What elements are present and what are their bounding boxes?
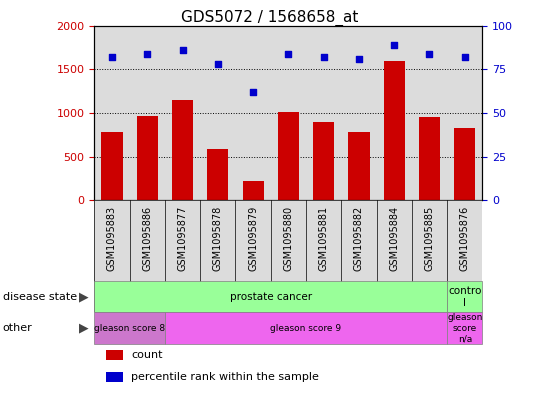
Bar <box>106 372 123 382</box>
Bar <box>243 181 264 200</box>
Bar <box>137 116 158 200</box>
Bar <box>447 312 482 344</box>
Point <box>108 54 116 60</box>
Bar <box>419 118 440 200</box>
Bar <box>172 100 193 200</box>
Text: gleason score 9: gleason score 9 <box>271 324 342 332</box>
Text: percentile rank within the sample: percentile rank within the sample <box>131 372 319 382</box>
Bar <box>447 26 482 200</box>
Point <box>390 42 398 48</box>
Point <box>213 61 222 67</box>
Bar <box>94 200 129 312</box>
Bar <box>94 26 129 200</box>
Bar <box>278 112 299 200</box>
Bar <box>412 200 447 312</box>
Bar <box>165 312 447 344</box>
Text: ▶: ▶ <box>79 290 88 303</box>
Text: prostate cancer: prostate cancer <box>230 292 312 302</box>
Text: ▶: ▶ <box>79 321 88 335</box>
Text: GSM1095883: GSM1095883 <box>107 206 117 271</box>
Bar <box>271 26 306 200</box>
Text: GSM1095882: GSM1095882 <box>354 206 364 271</box>
Bar <box>165 200 200 312</box>
Text: contro
l: contro l <box>448 286 481 307</box>
Point <box>425 50 434 57</box>
Bar <box>454 128 475 200</box>
Point <box>460 54 469 60</box>
Text: GSM1095885: GSM1095885 <box>425 206 434 271</box>
Bar <box>412 26 447 200</box>
Bar <box>306 200 341 312</box>
Bar <box>341 26 377 200</box>
Bar <box>306 26 341 200</box>
Text: gleason score 8: gleason score 8 <box>94 324 165 332</box>
Bar <box>447 200 482 312</box>
Bar <box>207 149 229 200</box>
Bar <box>377 26 412 200</box>
Bar <box>165 26 200 200</box>
Bar <box>313 122 334 200</box>
Text: GSM1095880: GSM1095880 <box>284 206 293 271</box>
Text: count: count <box>131 350 163 360</box>
Bar <box>101 132 122 200</box>
Bar <box>129 200 165 312</box>
Point <box>249 89 258 95</box>
Bar <box>200 26 236 200</box>
Bar <box>271 200 306 312</box>
Bar <box>129 26 165 200</box>
Bar <box>384 61 405 200</box>
Point <box>355 56 363 62</box>
Point <box>319 54 328 60</box>
Bar <box>106 349 123 360</box>
Text: disease state: disease state <box>3 292 77 302</box>
Point <box>143 50 151 57</box>
Text: other: other <box>3 323 32 333</box>
Point <box>284 50 293 57</box>
Text: gleason
score
n/a: gleason score n/a <box>447 313 482 343</box>
Bar <box>348 132 370 200</box>
Text: GSM1095876: GSM1095876 <box>460 206 470 271</box>
Text: GSM1095881: GSM1095881 <box>319 206 329 271</box>
Bar <box>447 281 482 312</box>
Bar <box>200 200 236 312</box>
Bar <box>94 312 165 344</box>
Bar <box>236 26 271 200</box>
Text: GSM1095878: GSM1095878 <box>213 206 223 271</box>
Text: GSM1095886: GSM1095886 <box>142 206 152 271</box>
Bar <box>341 200 377 312</box>
Bar <box>236 200 271 312</box>
Text: GSM1095877: GSM1095877 <box>177 206 188 272</box>
Text: GSM1095879: GSM1095879 <box>248 206 258 271</box>
Text: GDS5072 / 1568658_at: GDS5072 / 1568658_at <box>181 10 358 26</box>
Text: GSM1095884: GSM1095884 <box>389 206 399 271</box>
Point <box>178 47 187 53</box>
Bar <box>377 200 412 312</box>
